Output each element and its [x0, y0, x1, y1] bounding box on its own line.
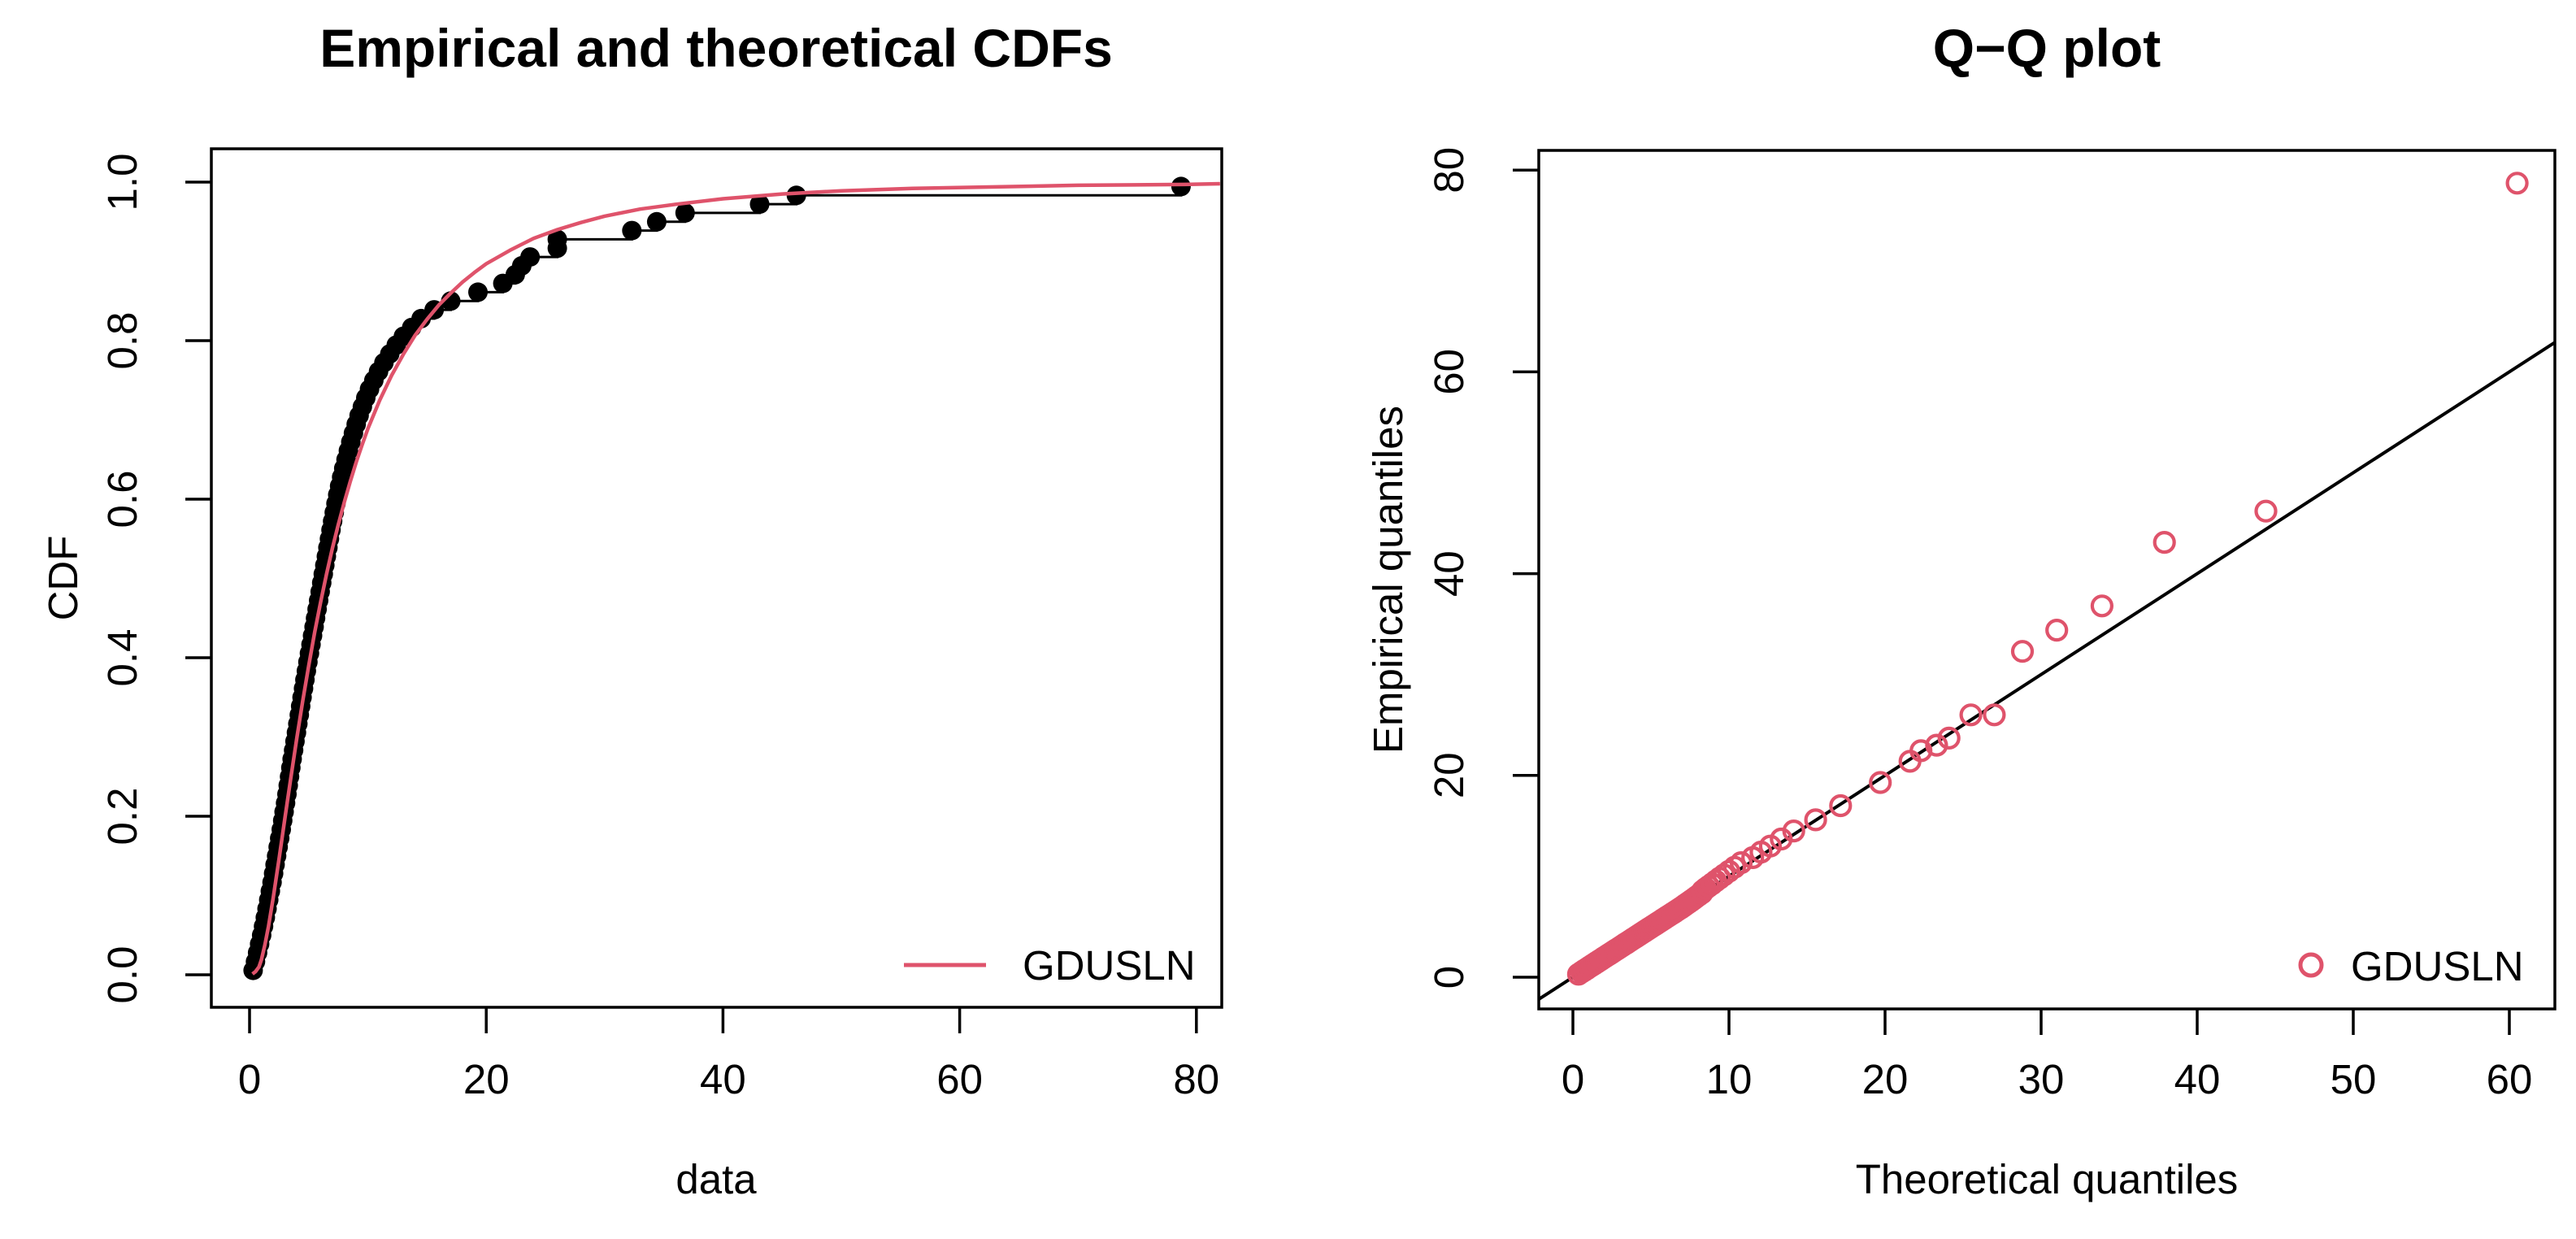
x-tick-label: 30 — [2018, 1056, 2065, 1102]
x-tick-label: 0 — [1562, 1056, 1584, 1102]
qq-point — [2010, 640, 2035, 663]
ecdf-point — [622, 220, 642, 241]
qq-x-axis-label: Theoretical quantiles — [1856, 1156, 2239, 1202]
cdf-y-axis-label: CDF — [40, 536, 86, 621]
y-tick-label: 40 — [1426, 550, 1472, 597]
cdf-x-axis-label: data — [675, 1156, 757, 1202]
y-tick-label: 0.0 — [99, 946, 146, 1004]
qq-legend-label: GDUSLN — [2351, 943, 2524, 989]
qq-point — [1959, 703, 1983, 727]
qq-panel: Q−Q plot 0 10 20 30 40 50 60 0 20 40 60 80 Theoreti… — [1288, 0, 2576, 1235]
plot-box — [1537, 149, 2556, 1011]
ecdf-point — [646, 211, 667, 232]
cdf-legend-label: GDUSLN — [1023, 942, 1196, 989]
cdf-plot-area — [243, 176, 1220, 980]
qq-point — [1869, 771, 1892, 794]
x-tick-label: 0 — [238, 1056, 261, 1102]
x-tick-label: 60 — [2487, 1056, 2533, 1102]
qq-point — [1925, 733, 1948, 757]
qq-axes: 0 10 20 30 40 50 60 0 20 40 60 80 — [1426, 147, 2556, 1102]
x-tick-label: 20 — [1862, 1056, 1909, 1102]
qq-point — [2152, 530, 2176, 554]
cdf-chart: Empirical and theoretical CDFs 0 20 40 60 80… — [40, 18, 1223, 1202]
cdf-chart-title: Empirical and theoretical CDFs — [319, 18, 1113, 78]
qq-legend: GDUSLN — [2298, 943, 2524, 989]
qq-points — [1566, 172, 2529, 986]
y-tick-label: 0.4 — [99, 629, 146, 687]
qq-point — [1829, 793, 1853, 818]
y-tick-label: 1.0 — [99, 154, 146, 211]
fitted-cdf-curve — [251, 181, 1220, 976]
qq-point — [1782, 819, 1805, 843]
qq-legend-circle-swatch — [2298, 952, 2324, 978]
y-tick-label: 0 — [1426, 966, 1472, 989]
plot-box — [210, 147, 1223, 1009]
qq-point — [2505, 172, 2529, 195]
y-tick-label: 0.6 — [99, 471, 146, 528]
qq-chart: Q−Q plot 0 10 20 30 40 50 60 0 20 40 60 80 Theoreti… — [1365, 18, 2556, 1202]
qq-point — [2045, 618, 2069, 642]
ecdf-step-line — [253, 186, 1183, 972]
ecdf-point — [786, 185, 806, 206]
x-tick-label: 40 — [700, 1056, 746, 1102]
qq-chart-title: Q−Q plot — [1933, 18, 2161, 78]
cdf-axes: 0 20 40 60 80 0.0 0.2 0.4 0.6 0.8 1.0 — [99, 147, 1223, 1102]
ecdf-point — [468, 282, 488, 302]
x-tick-label: 10 — [1706, 1056, 1753, 1102]
qq-point — [1804, 808, 1827, 832]
qq-y-axis-label: Empirical quantiles — [1365, 406, 1411, 754]
x-tick-label: 60 — [936, 1056, 983, 1102]
ecdf-point — [675, 202, 695, 223]
y-tick-label: 0.2 — [99, 788, 146, 846]
y-tick-label: 0.8 — [99, 312, 146, 370]
ecdf-point — [749, 194, 770, 215]
y-tick-label: 60 — [1426, 349, 1472, 395]
ecdf-point — [520, 247, 541, 267]
qq-plot-area — [1537, 172, 2556, 1001]
x-tick-label: 20 — [463, 1056, 510, 1102]
y-tick-label: 20 — [1426, 752, 1472, 798]
cdf-legend: GDUSLN — [904, 942, 1196, 989]
qq-point — [1729, 850, 1753, 875]
ecdf-points — [243, 176, 1191, 980]
x-tick-label: 40 — [2174, 1056, 2221, 1102]
qq-point — [2254, 499, 2278, 523]
x-tick-label: 80 — [1173, 1056, 1219, 1102]
y-tick-label: 80 — [1426, 147, 1472, 193]
ecdf-point — [1171, 176, 1191, 197]
ecdf-point — [547, 229, 567, 250]
x-tick-label: 50 — [2331, 1056, 2377, 1102]
qq-point — [2090, 594, 2114, 618]
cdf-panel: Empirical and theoretical CDFs 0 20 40 60 80… — [0, 0, 1288, 1235]
qq-point — [1937, 726, 1961, 750]
qq-point — [1983, 703, 2006, 727]
